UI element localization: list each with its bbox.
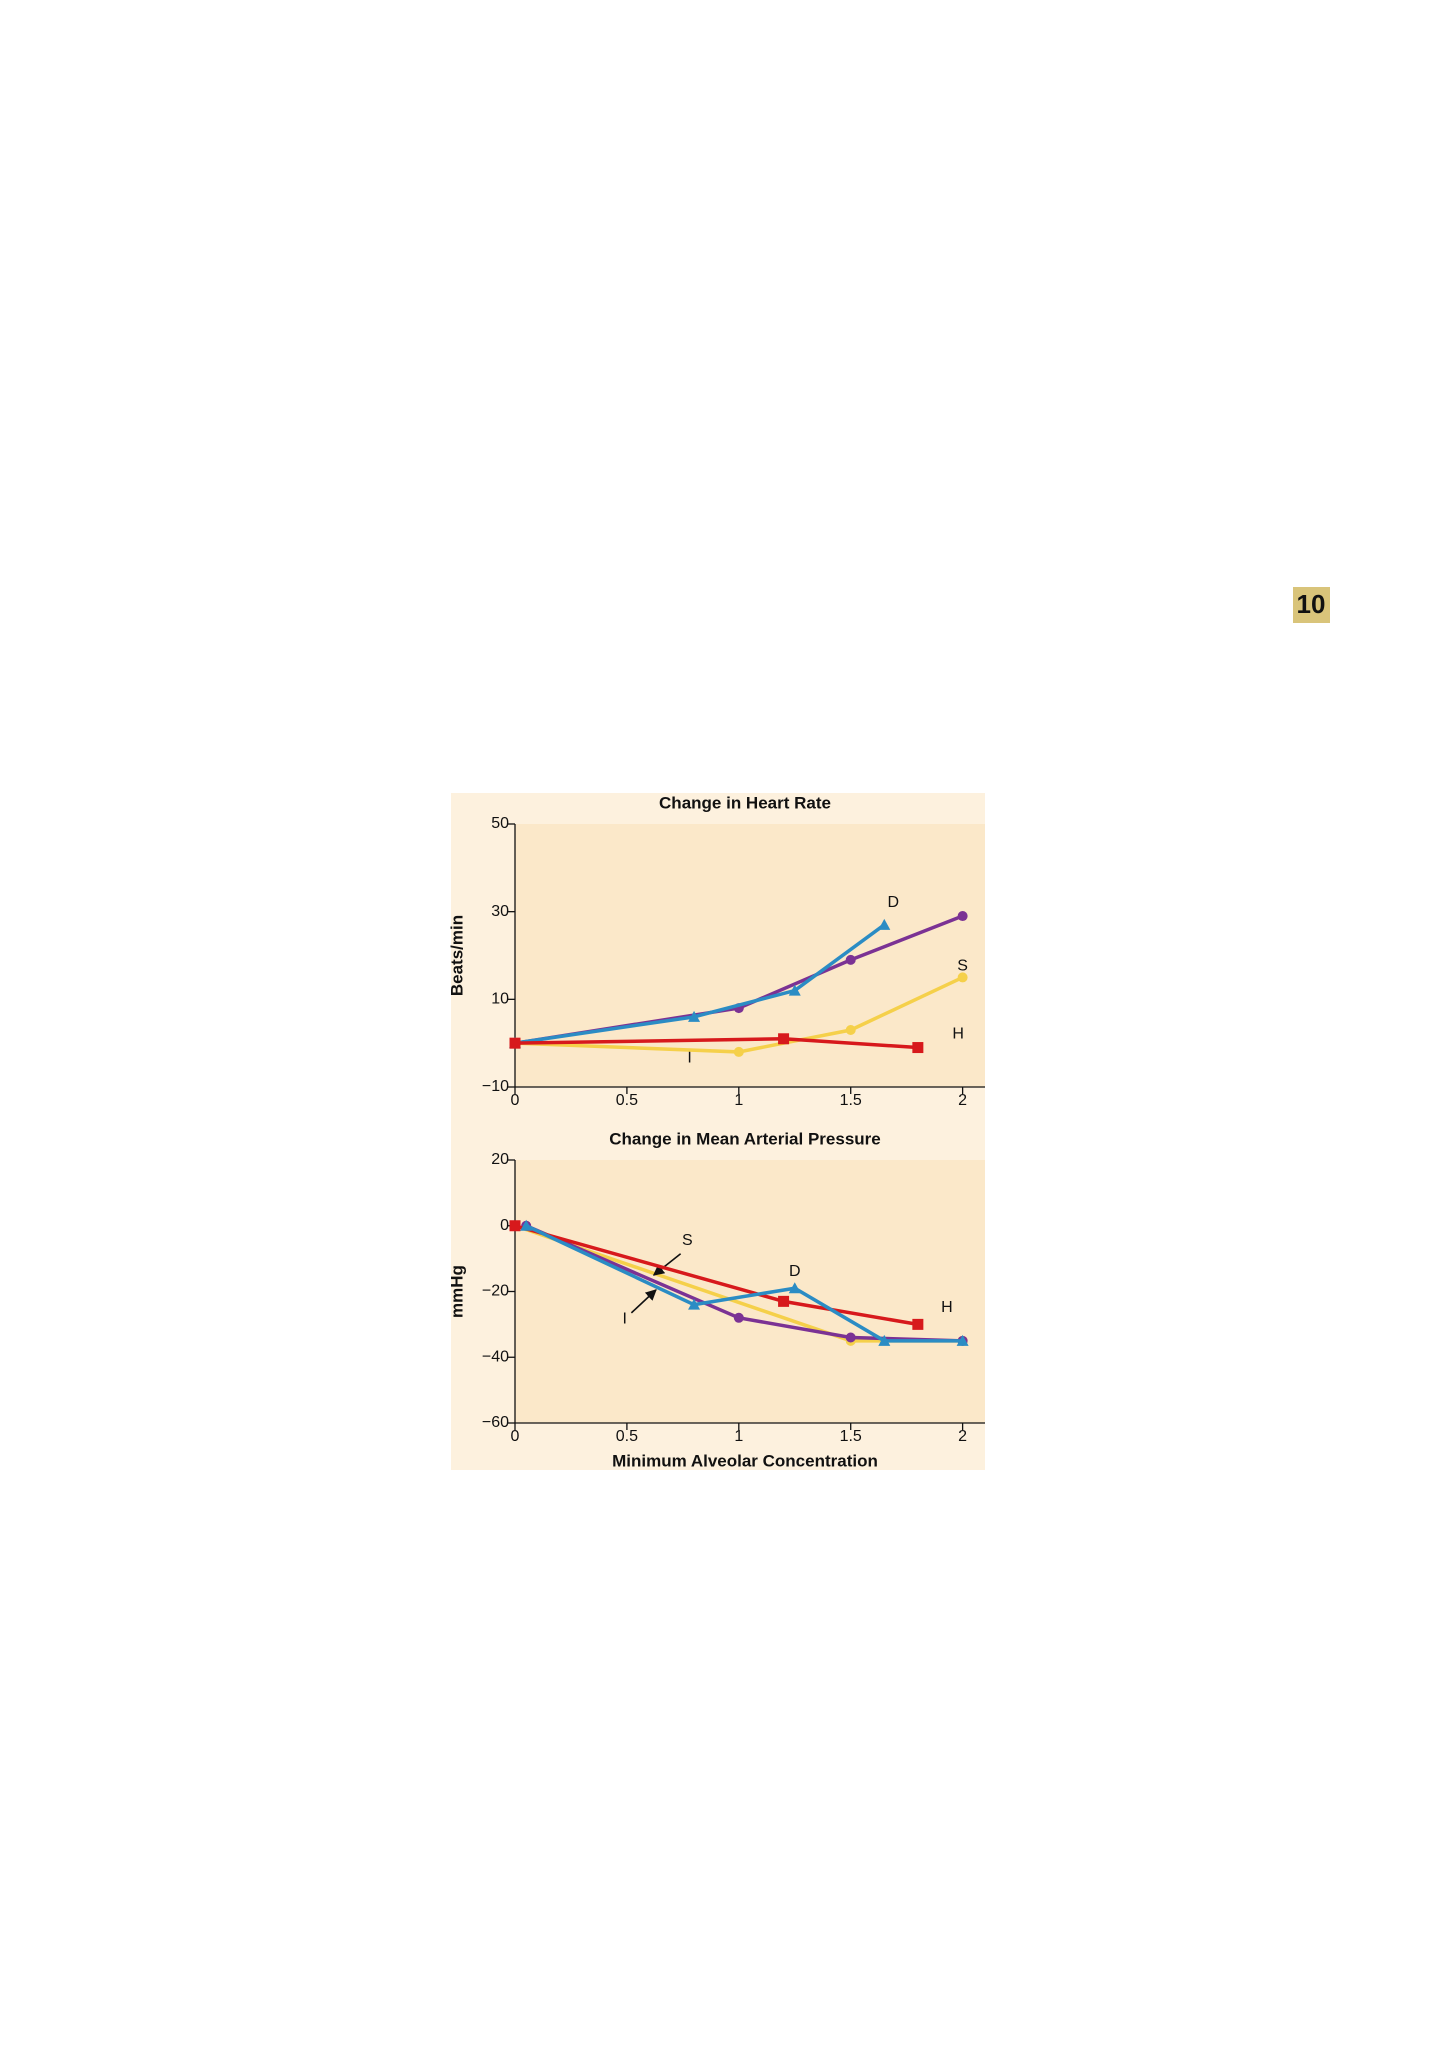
annotation-arrow: [630, 1289, 657, 1314]
data-point: [778, 1295, 790, 1307]
x-tick-label: 2: [958, 1428, 967, 1445]
x-tick-label: 1: [734, 1428, 743, 1445]
page-badge: [1293, 587, 1330, 623]
data-point: [956, 1334, 969, 1346]
y-tick-label: −10: [482, 1078, 509, 1095]
data-point: [788, 1282, 801, 1294]
y-tick-label: −20: [482, 1283, 509, 1300]
data-point: [733, 1046, 744, 1057]
series-label: H: [941, 1299, 953, 1316]
data-point: [845, 1025, 856, 1036]
y-tick-label: −40: [482, 1348, 509, 1365]
chart-title: Change in Heart Rate: [659, 793, 831, 812]
y-axis-label: Beats/min: [447, 915, 466, 996]
x-axis-label: Minimum Alveolar Concentration: [612, 1451, 878, 1470]
data-point: [957, 972, 968, 983]
data-point: [912, 1318, 924, 1330]
annotation-arrow: [652, 1253, 682, 1276]
data-point: [912, 1042, 924, 1054]
data-point: [509, 1220, 521, 1232]
x-tick-label: 0: [511, 1428, 520, 1445]
y-tick-label: 10: [491, 991, 509, 1008]
y-tick-label: 50: [491, 815, 509, 832]
page-number: 10: [1297, 589, 1326, 619]
series-label: I: [687, 1050, 691, 1067]
x-tick-label: 2: [958, 1092, 967, 1109]
data-point: [778, 1033, 790, 1045]
x-tick-label: 1.5: [840, 1092, 862, 1109]
series-label: D: [887, 894, 899, 911]
series-label: S: [957, 958, 968, 975]
data-point: [520, 1219, 533, 1231]
data-point: [688, 1298, 701, 1310]
data-point: [957, 911, 968, 922]
y-tick-label: 30: [491, 903, 509, 920]
data-point: [845, 954, 856, 965]
data-point: [688, 1010, 701, 1022]
series-label: H: [952, 1026, 964, 1043]
data-point: [878, 1334, 891, 1346]
series-label: D: [789, 1263, 801, 1280]
data-point: [733, 1312, 744, 1323]
data-point: [788, 984, 801, 996]
chart-title: Change in Mean Arterial Pressure: [609, 1129, 880, 1148]
x-tick-label: 0.5: [616, 1092, 638, 1109]
y-tick-label: 0: [500, 1217, 509, 1234]
data-point: [845, 1332, 856, 1343]
x-tick-label: 0: [511, 1092, 520, 1109]
series-line: [514, 923, 886, 1045]
y-tick-label: 20: [491, 1151, 509, 1168]
x-tick-label: 0.5: [616, 1428, 638, 1445]
y-tick-label: −60: [482, 1414, 509, 1431]
data-point: [509, 1037, 521, 1049]
data-point: [878, 918, 891, 930]
x-tick-label: 1: [734, 1092, 743, 1109]
y-axis-label: mmHg: [447, 1265, 466, 1318]
series-label: S: [682, 1232, 693, 1249]
x-tick-label: 1.5: [840, 1428, 862, 1445]
series-label: I: [622, 1311, 626, 1328]
